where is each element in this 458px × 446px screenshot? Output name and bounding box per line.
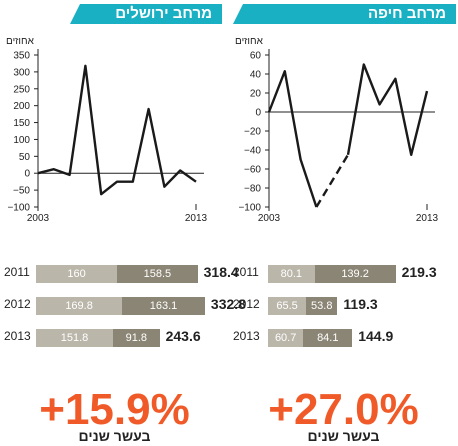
y-tick-label: −100 <box>238 203 261 214</box>
series-line <box>346 63 429 157</box>
bar-row: 2012 169.8 163.1 332.8 <box>0 290 246 320</box>
chart-title: מרחב חיפה <box>367 5 446 22</box>
series-line <box>37 64 197 196</box>
line-chart: אחוזים −100 −80 −60 −40 −20 0 20 40 60 2003 2013 <box>235 36 439 224</box>
bar-segment-a: 151.8 <box>36 329 114 347</box>
bar-segment-a: 60.7 <box>268 329 304 347</box>
bar-total-label: 332.8 <box>210 296 246 312</box>
y-tick-label: −60 <box>244 165 261 176</box>
bar-total-label: 119.3 <box>343 296 378 312</box>
bar-row: 2013 60.7 84.1 144.9 <box>229 322 458 352</box>
y-tick-label: −50 <box>13 186 30 197</box>
region-title-banner: מרחב חיפה <box>233 4 456 24</box>
bar-year-label: 2013 <box>4 329 31 343</box>
y-tick-label: −80 <box>244 184 261 195</box>
y-tick-label: −100 <box>7 203 30 214</box>
y-tick-label: 20 <box>250 89 262 100</box>
x-tick-label: 2003 <box>258 213 281 224</box>
bar-total-label: 243.6 <box>165 328 201 344</box>
banner-notch <box>233 4 243 24</box>
bar-year-label: 2012 <box>233 297 260 311</box>
panel-haifa: מרחב חיפה אחוזים −100 −80 −60 −40 −20 0 20 40 60 2… <box>229 0 458 446</box>
y-tick-label: 50 <box>19 152 31 163</box>
bar-segment-a: 65.5 <box>268 297 307 315</box>
region-title-banner: מרחב ירושלים <box>70 4 222 24</box>
y-tick-label: 40 <box>250 70 262 81</box>
panel-jerusalem: מרחב ירושלים אחוזים −100 −50 0 50 100 150 200 25… <box>0 4 246 444</box>
series-line <box>267 70 318 208</box>
bar-total-label: 318.4 <box>203 264 239 280</box>
bar-year-label: 2011 <box>4 265 30 279</box>
bar-segment-a: 169.8 <box>36 297 123 315</box>
series-line-dashed <box>315 154 350 208</box>
bar-segment-b: 139.2 <box>314 265 396 283</box>
y-tick-label: 100 <box>13 135 30 146</box>
bar-segment-b: 53.8 <box>306 297 338 315</box>
bar-segment-b: 163.1 <box>122 297 205 315</box>
bar-segment-b: 158.5 <box>117 265 198 283</box>
bar-segment-a: 160 <box>36 265 118 283</box>
x-tick-label: 2013 <box>416 213 439 224</box>
y-tick-label: 0 <box>255 108 261 119</box>
bar-segment-b: 84.1 <box>303 329 353 347</box>
growth-caption: בעשר שנים <box>78 428 151 444</box>
x-tick-label: 2003 <box>27 213 50 224</box>
y-tick-label: 200 <box>13 101 30 112</box>
bar-row: 2013 151.8 91.8 243.6 <box>0 322 229 352</box>
x-tick-label: 2013 <box>185 213 208 224</box>
chart-title: מרחב ירושלים <box>115 5 212 22</box>
bar-segment-a: 80.1 <box>268 265 315 283</box>
growth-percentage: +27.0% <box>268 385 419 434</box>
growth-percentage: +15.9% <box>39 385 190 434</box>
y-tick-label: 300 <box>13 67 30 78</box>
y-tick-label: 0 <box>24 169 30 180</box>
y-tick-label: −40 <box>244 146 261 157</box>
bar-row: 2012 65.5 53.8 119.3 <box>229 290 458 320</box>
bar-total-label: 219.3 <box>401 264 437 280</box>
bar-year-label: 2013 <box>233 329 260 343</box>
y-axis-label: אחוזים <box>235 36 264 47</box>
y-tick-label: 60 <box>250 51 262 62</box>
y-tick-label: −20 <box>244 127 261 138</box>
bar-year-label: 2011 <box>233 265 259 279</box>
bar-segment-b: 91.8 <box>113 329 160 347</box>
bar-row: 2011 160 158.5 318.4 <box>0 258 239 288</box>
bar-total-label: 144.9 <box>358 328 394 344</box>
y-tick-label: 350 <box>13 51 30 62</box>
y-tick-label: 150 <box>13 118 30 129</box>
bar-year-label: 2012 <box>4 297 31 311</box>
y-axis-label: אחוזים <box>6 36 35 47</box>
y-tick-label: 250 <box>13 84 30 95</box>
bar-row: 2011 80.1 139.2 219.3 <box>229 258 458 288</box>
line-chart: אחוזים −100 −50 0 50 100 150 200 250 300 350 2003 20… <box>6 36 208 224</box>
growth-caption: בעשר שנים <box>307 428 380 444</box>
banner-notch <box>70 4 80 24</box>
